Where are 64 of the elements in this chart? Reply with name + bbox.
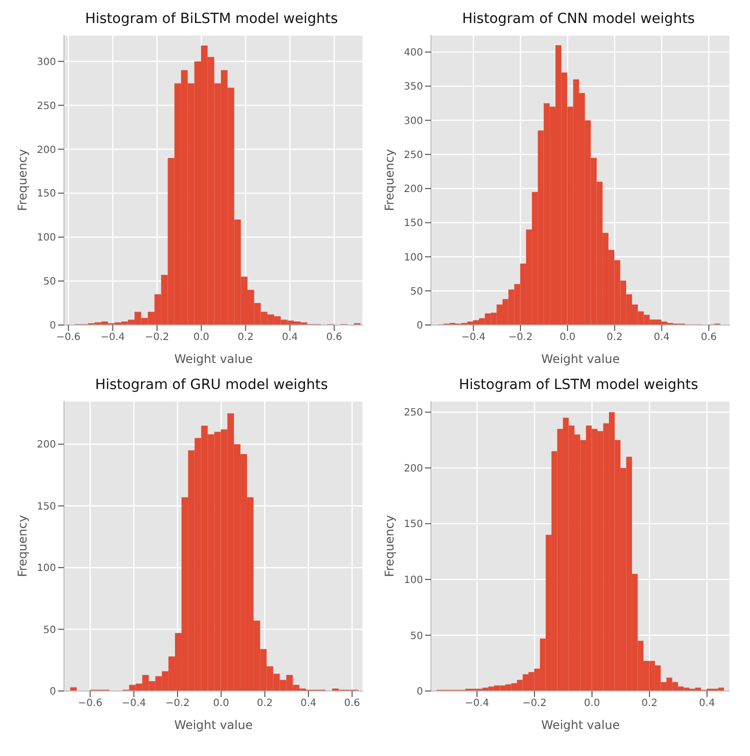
y-tick-label: 0 (50, 686, 56, 698)
y-tick-label: 350 (404, 82, 423, 93)
x-tick-label: 0.0 (213, 698, 230, 710)
y-tick-label: 150 (404, 519, 423, 530)
x-tick-label: 0.4 (300, 698, 316, 710)
y-tick-label: 0 (416, 320, 423, 332)
y-tick-label: 50 (410, 286, 423, 298)
x-axis-title: Weight value (174, 352, 253, 366)
y-tick-label: 400 (404, 48, 423, 59)
y-axis-title: Frequency (15, 149, 30, 211)
x-tick-label: −0.4 (464, 698, 490, 710)
y-tick-label: 100 (36, 563, 56, 574)
y-tick-label: 300 (404, 116, 423, 127)
x-tick-label: −0.6 (56, 332, 81, 344)
chart-title: Histogram of CNN model weights (461, 10, 696, 29)
y-tick-label: 50 (43, 276, 56, 288)
chart-title: Histogram of GRU model weights (94, 376, 329, 395)
x-tick-label: 0.4 (654, 332, 670, 344)
y-tick-label: 50 (43, 624, 56, 636)
x-tick-label: 0.4 (282, 332, 298, 344)
x-tick-label: 0.6 (326, 332, 342, 344)
y-tick-label: 100 (36, 232, 56, 244)
x-tick-label: −0.2 (165, 698, 190, 710)
y-tick-label: 100 (404, 252, 423, 264)
x-tick-label: 0.2 (606, 332, 623, 344)
y-tick-label: 150 (404, 218, 423, 230)
y-tick-label: 50 (410, 630, 423, 642)
y-tick-label: 100 (404, 575, 423, 586)
y-tick-label: 150 (36, 188, 56, 200)
x-tick-label: −0.2 (144, 332, 170, 344)
y-tick-label: 250 (36, 100, 56, 112)
x-tick-label: 0.2 (256, 698, 273, 710)
x-tick-label: 0.0 (584, 698, 600, 710)
y-tick-label: 200 (36, 440, 56, 451)
x-tick-label: −0.6 (78, 698, 102, 710)
y-axis-title: Frequency (382, 149, 396, 211)
x-tick-label: −0.4 (100, 332, 125, 344)
y-tick-label: 200 (36, 144, 56, 156)
x-tick-label: −0.4 (122, 698, 146, 710)
x-tick-label: 0.6 (344, 698, 360, 710)
x-tick-label: 0.0 (193, 332, 210, 344)
x-axis-title: Weight value (541, 352, 620, 366)
x-tick-label: 0.4 (699, 698, 715, 710)
y-tick-label: 300 (36, 56, 56, 68)
x-tick-label: −0.4 (461, 332, 486, 344)
x-tick-label: −0.2 (522, 698, 547, 710)
y-tick-label: 250 (404, 408, 423, 419)
x-axis-title: Weight value (541, 718, 620, 732)
y-tick-label: 0 (416, 686, 423, 698)
x-tick-label: 0.0 (560, 332, 576, 344)
y-axis-title: Frequency (382, 515, 396, 577)
y-tick-label: 200 (404, 184, 423, 196)
chart-title: Histogram of BiLSTM model weights (84, 10, 339, 29)
x-tick-label: 0.2 (642, 698, 658, 710)
chart-title: Histogram of LSTM model weights (458, 376, 700, 395)
x-tick-label: 0.2 (238, 332, 254, 344)
y-tick-label: 150 (36, 501, 56, 512)
y-tick-label: 200 (404, 463, 423, 474)
y-axis-title: Frequency (15, 515, 30, 577)
y-tick-label: 250 (404, 150, 423, 161)
x-tick-label: 0.6 (700, 332, 717, 344)
y-tick-label: 0 (50, 320, 56, 332)
x-tick-label: −0.2 (508, 332, 533, 344)
x-axis-title: Weight value (174, 718, 253, 732)
